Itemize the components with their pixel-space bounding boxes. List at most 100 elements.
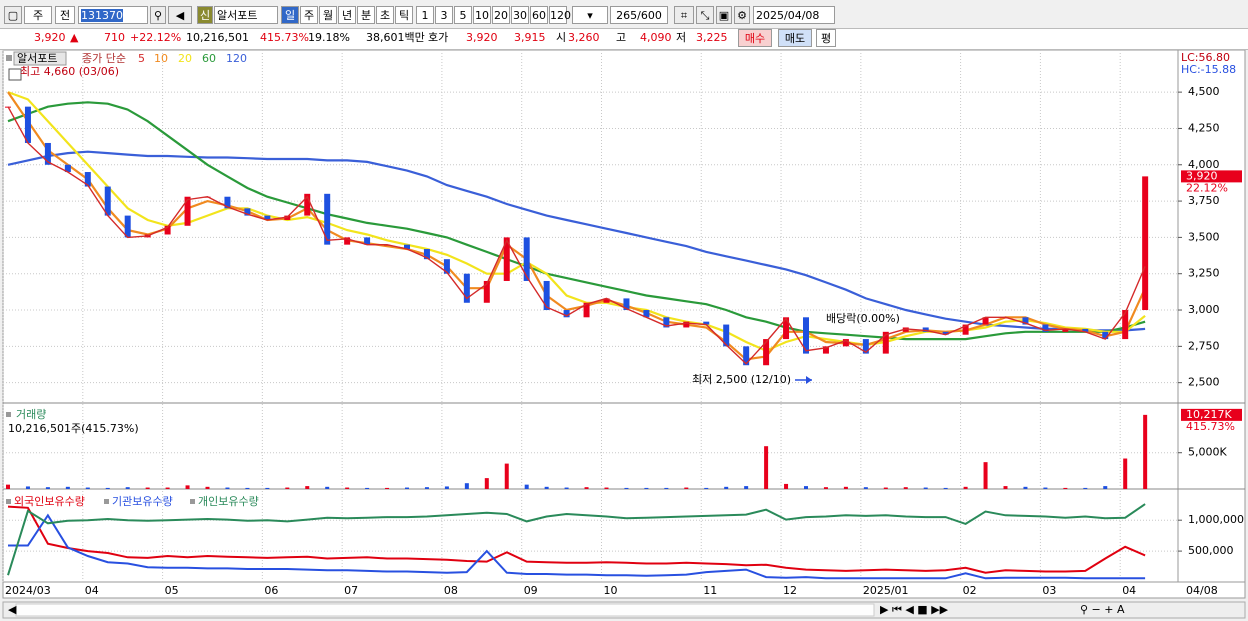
interval-button[interactable]: 20 (492, 6, 510, 24)
low-arrowhead (806, 376, 812, 384)
candle (304, 193, 311, 216)
new-badge[interactable]: 신 (197, 6, 213, 24)
candle (663, 317, 670, 328)
low: 3,225 (696, 31, 728, 44)
x-tick-label: 2024/03 (5, 584, 51, 597)
tool-icon[interactable]: ⌗ (674, 6, 694, 24)
candle (942, 331, 949, 335)
candle (463, 273, 470, 303)
volume-bar (165, 487, 170, 489)
volume-bar (205, 486, 210, 489)
search-button[interactable]: ⚲ (150, 6, 166, 24)
interval-button[interactable]: 주 (300, 6, 318, 24)
volume-bar (684, 487, 689, 489)
volume-bar (25, 486, 30, 489)
ex-dividend-label: 배당락(0.00%) (826, 312, 900, 325)
prev-button[interactable]: 전 (55, 6, 75, 24)
interval-button[interactable]: 년 (338, 6, 356, 24)
interval-button[interactable]: 1 (416, 6, 434, 24)
candle (443, 259, 450, 274)
y-tick-label: 4,250 (1188, 121, 1220, 134)
turnover: 19.18% (308, 31, 350, 44)
volume-bar (85, 487, 90, 489)
candle (164, 225, 171, 235)
candle (563, 310, 570, 318)
zoom-controls[interactable]: ⚲ − + A (1080, 603, 1125, 616)
volume-bar (1043, 487, 1048, 489)
code-text: 131370 (81, 9, 123, 22)
scroll-thumb[interactable] (15, 603, 875, 617)
legend-item: 20 (178, 52, 192, 65)
eval-button[interactable]: 평 (816, 29, 836, 47)
y-tick-label: 4,500 (1188, 85, 1220, 98)
volume-bar (245, 487, 250, 489)
interval-button[interactable]: 120 (549, 6, 571, 24)
legend-item: 10 (154, 52, 168, 65)
interval-button[interactable]: 5 (454, 6, 472, 24)
y-tick-label: 500,000 (1188, 544, 1234, 557)
volume-bar (145, 487, 150, 489)
tool-icon[interactable]: ⤡ (696, 6, 714, 24)
ma-line (7, 106, 1146, 365)
low-label: 최저 2,500 (12/10) (692, 373, 791, 386)
candle (64, 164, 71, 173)
candle (543, 280, 550, 311)
volume-bar (704, 487, 709, 489)
option-select[interactable]: ▾ (572, 6, 608, 24)
volume-bar (185, 485, 190, 489)
volume-bar (125, 487, 130, 489)
open: 3,260 (568, 31, 600, 44)
volume-bar (305, 486, 310, 489)
period-select[interactable]: 주 (24, 6, 52, 24)
candle (1142, 176, 1149, 311)
interval-button[interactable]: 10 (473, 6, 491, 24)
volume-bar (863, 487, 868, 489)
candle (264, 215, 271, 220)
x-end-label: 04/08 (1186, 584, 1218, 597)
buy-button[interactable]: 매수 (738, 29, 772, 47)
x-tick-label: 04 (85, 584, 99, 597)
legend-title: 알서포트 (17, 51, 57, 65)
interval-button[interactable]: 틱 (395, 6, 413, 24)
legend-item: 120 (226, 52, 247, 65)
volume-bar (265, 487, 270, 489)
candle (703, 321, 710, 325)
y-tick-label: 2,750 (1188, 339, 1220, 352)
interval-button[interactable]: 일 (281, 6, 299, 24)
sound-button[interactable]: ◀ (168, 6, 192, 24)
window-icon[interactable]: ▢ (4, 6, 22, 24)
volume-bar (564, 487, 569, 489)
x-tick-label: 09 (524, 584, 538, 597)
last-price: 3,920 (1186, 169, 1218, 182)
save-icon[interactable]: ▣ (716, 6, 732, 24)
interval-button[interactable]: 30 (511, 6, 529, 24)
sell-button[interactable]: 매도 (778, 29, 812, 47)
interval-button[interactable]: 분 (357, 6, 375, 24)
volume-bar (883, 487, 888, 489)
interval-button[interactable]: 월 (319, 6, 337, 24)
volume-bar (804, 486, 808, 489)
settings-icon[interactable]: ⚙ (734, 6, 750, 24)
candle (842, 339, 849, 347)
interval-button[interactable]: 초 (376, 6, 394, 24)
volume-bar (1003, 486, 1008, 489)
volume-bar (544, 486, 549, 489)
scroll-controls[interactable]: ▶ ⏮ ◀ ■ ▶▶ (880, 603, 949, 616)
legend-icon (190, 499, 195, 504)
candle (224, 196, 231, 209)
interval-button[interactable]: 60 (530, 6, 548, 24)
x-tick-label: 03 (1042, 584, 1056, 597)
x-tick-label: 12 (783, 584, 797, 597)
candle (124, 215, 131, 238)
legend-icon (6, 499, 11, 504)
volume-bar (764, 446, 769, 489)
rate: +22.12% (130, 31, 182, 44)
x-tick-label: 02 (963, 584, 977, 597)
y-tick-label: 1,000,000 (1188, 513, 1244, 526)
volume-bar (464, 483, 469, 489)
code-input[interactable]: 131370 (78, 6, 148, 24)
interval-button[interactable]: 3 (435, 6, 453, 24)
scroll-left[interactable]: ◀ (8, 603, 17, 616)
date-input[interactable]: 2025/04/08 (753, 6, 835, 24)
count-box[interactable]: 265/600 (610, 6, 668, 24)
